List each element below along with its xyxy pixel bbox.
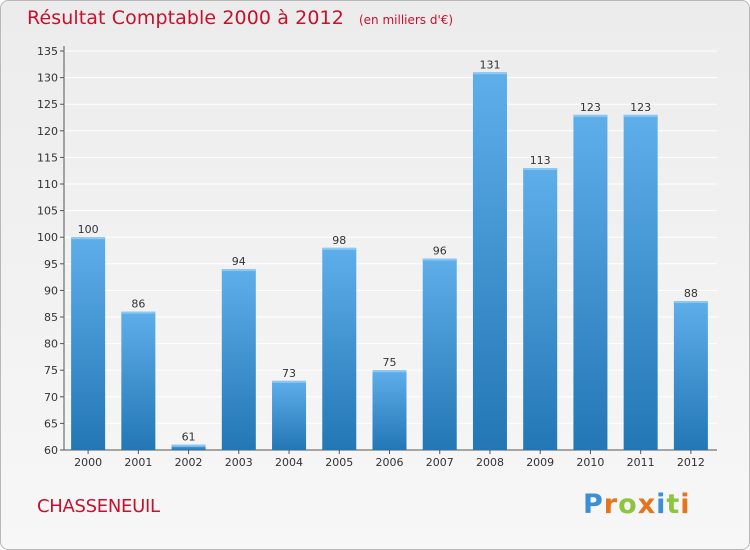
logo-letter: P — [583, 489, 604, 520]
data-label-2004: 73 — [282, 367, 296, 380]
data-label-2012: 88 — [684, 287, 698, 300]
labels: 60 65 70 75 80 85 90 95 100 105 110 115 120 125 130 135… — [37, 45, 705, 469]
y-tick-label: 60 — [44, 444, 58, 457]
logo-letter: t — [666, 489, 681, 520]
bar-2005 — [322, 247, 357, 450]
x-tick-label-2007: 2007 — [426, 456, 454, 469]
bar-2006 — [372, 370, 407, 450]
data-label-2010: 123 — [580, 101, 601, 114]
y-tick-label: 80 — [44, 338, 58, 351]
bars — [71, 72, 708, 451]
data-label-2002: 61 — [182, 431, 196, 444]
bar-2012 — [673, 301, 708, 450]
x-tick-label-2002: 2002 — [175, 456, 203, 469]
chart-title: Résultat Comptable 2000 à 2012 — [27, 7, 344, 29]
data-label-2011: 123 — [630, 101, 651, 114]
bar-top-edge — [322, 247, 357, 250]
data-label-2009: 113 — [530, 154, 551, 167]
y-tick-label: 75 — [44, 364, 58, 377]
x-tick-label-2005: 2005 — [325, 456, 353, 469]
data-label-2006: 75 — [383, 356, 397, 369]
bar-2002 — [171, 444, 206, 450]
x-tick-label-2008: 2008 — [476, 456, 504, 469]
y-tick-label: 100 — [37, 231, 58, 244]
proxiti-logo: Proxiti — [583, 489, 691, 520]
x-tick-label-2012: 2012 — [677, 456, 705, 469]
y-tick-label: 95 — [44, 258, 58, 271]
bar-top-edge — [523, 168, 558, 171]
grid-lines — [64, 50, 717, 451]
y-tick-label: 105 — [37, 205, 58, 218]
bar-2010 — [573, 114, 608, 450]
bar-2007 — [422, 258, 457, 450]
y-tick-label: 130 — [37, 72, 58, 85]
bar-top-edge — [171, 444, 206, 447]
bar-top-edge — [573, 114, 608, 117]
bar-2009 — [523, 168, 558, 451]
bar-top-edge — [422, 258, 457, 261]
y-tick-label: 85 — [44, 311, 58, 324]
bar-2004 — [272, 380, 307, 450]
data-label-2000: 100 — [78, 223, 99, 236]
y-tick-label: 125 — [37, 98, 58, 111]
data-label-2003: 94 — [232, 255, 246, 268]
bar-top-edge — [272, 380, 307, 383]
data-label-2005: 98 — [332, 234, 346, 247]
bar-top-edge — [673, 301, 708, 304]
bar-top-edge — [71, 237, 106, 240]
x-tick-label-2011: 2011 — [627, 456, 655, 469]
bar-top-edge — [372, 370, 407, 373]
x-tick-label-2006: 2006 — [376, 456, 404, 469]
x-tick-label-2009: 2009 — [526, 456, 554, 469]
y-tick-label: 120 — [37, 125, 58, 138]
data-label-2008: 131 — [479, 58, 500, 71]
logo-letter: r — [603, 489, 619, 520]
chart-subtitle: (en milliers d'€) — [358, 13, 454, 27]
x-tick-label-2004: 2004 — [275, 456, 303, 469]
y-tick-label: 65 — [44, 417, 58, 430]
y-tick-label: 110 — [37, 178, 58, 191]
x-tick-label-2001: 2001 — [124, 456, 152, 469]
bar-2000 — [71, 237, 106, 450]
data-label-2001: 86 — [131, 298, 145, 311]
bar-top-edge — [623, 114, 658, 117]
bar-top-edge — [221, 269, 256, 272]
title-row: Résultat Comptable 2000 à 2012 (en milli… — [27, 7, 453, 29]
bar-top-edge — [121, 311, 156, 314]
logo-letter: x — [637, 489, 657, 520]
logo-letter: i — [680, 489, 691, 520]
bar-2008 — [472, 72, 507, 450]
y-tick-label: 70 — [44, 391, 58, 404]
y-tick-label: 115 — [37, 151, 58, 164]
x-tick-label-2003: 2003 — [225, 456, 253, 469]
bar-2011 — [623, 114, 658, 450]
y-tick-label: 90 — [44, 284, 58, 297]
x-tick-label-2010: 2010 — [576, 456, 604, 469]
bar-2003 — [221, 269, 256, 450]
bar-2001 — [121, 311, 156, 450]
y-tick-label: 135 — [37, 45, 58, 58]
x-tick-label-2000: 2000 — [74, 456, 102, 469]
logo-letter: o — [618, 489, 638, 520]
bar-top-edge — [472, 72, 507, 75]
logo-letter: i — [656, 489, 667, 520]
commune-name: CHASSENEUIL — [37, 496, 160, 517]
data-label-2007: 96 — [433, 244, 447, 257]
